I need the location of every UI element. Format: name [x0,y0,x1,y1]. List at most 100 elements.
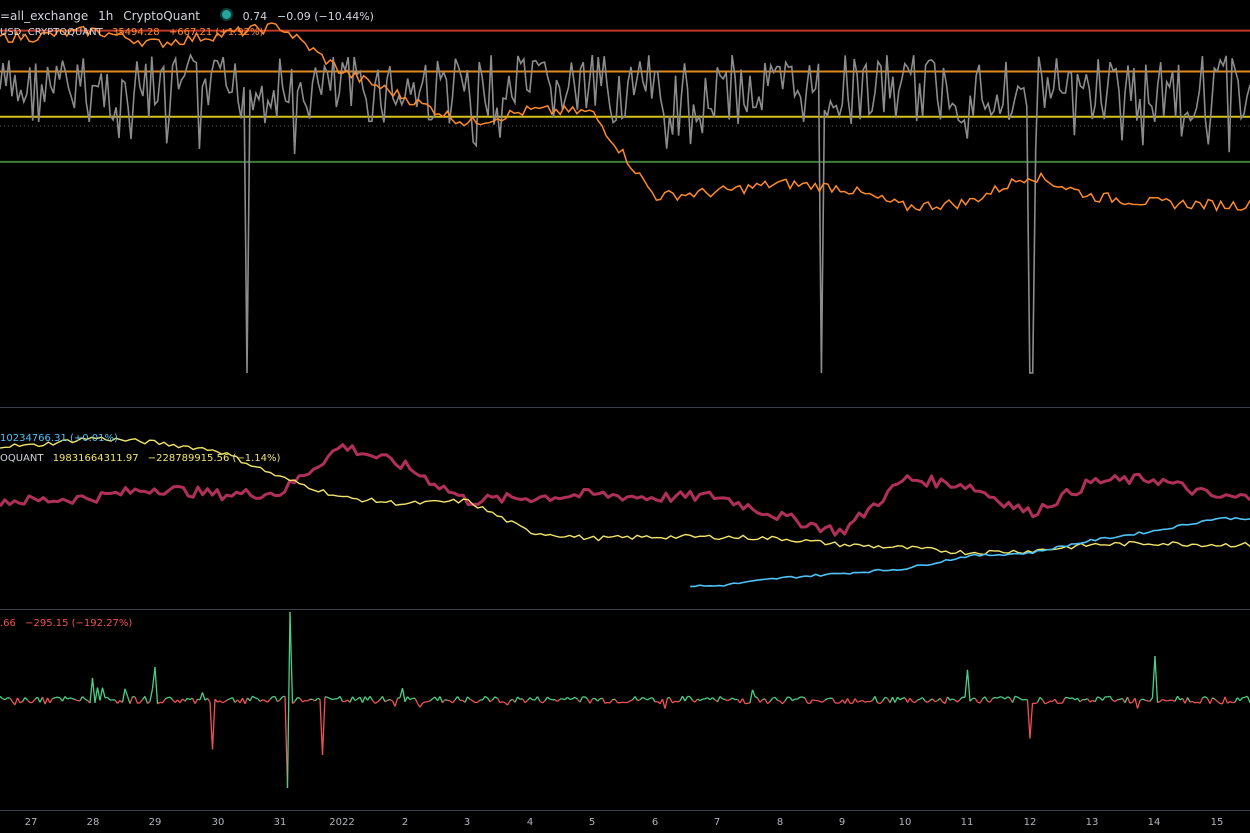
oscillator-segment [404,696,409,702]
pane-separator[interactable] [0,609,1250,610]
oscillator-segment [434,696,439,702]
oscillator-segment [244,697,249,704]
oscillator-segment [954,699,958,703]
oscillator-segment [669,697,674,704]
oscillator-segment [921,697,926,702]
oscillator-segment [469,698,473,702]
yellow-series-line [0,436,1250,556]
oscillator-segment [789,697,794,702]
oscillator-segment [1204,696,1208,699]
oscillator-segment [509,698,513,702]
oscillator-segment [1151,655,1156,698]
oscillator-segment [332,698,336,701]
oscillator-segment [1007,696,1011,699]
oscillator-segment [881,696,886,702]
oscillator-segment [64,696,68,700]
oscillator-segment [36,696,41,703]
oscillator-segment [1084,698,1088,701]
oscillator-segment [384,699,388,703]
time-axis-border [0,810,1250,811]
oscillator-segment [389,699,393,702]
oscillator-segment [139,699,143,704]
oscillator-segment [39,696,44,703]
oscillator-segment [19,700,23,704]
oscillator-segment [1011,696,1016,703]
oscillator-segment [149,688,154,702]
oscillator-segment [607,701,611,704]
cyan-series-line [690,516,1250,588]
pane3-value: .66 [0,618,16,629]
oscillator-segment [987,700,991,703]
price-value: 35494.28 [111,27,160,38]
symbol-title[interactable]: =all_exchange [0,9,89,23]
oscillator-segment [864,700,868,703]
oscillator-segment [579,696,584,703]
cyan-legend[interactable]: 10234766.31 (+0.01%) [0,433,124,444]
oscillator-segment [219,700,223,704]
oscillator-segment [191,697,196,704]
oscillator-segment [486,697,491,703]
price-legend[interactable]: USD, CRYPTOQUANT 35494.28 +667.21 (+1.92… [0,27,269,38]
oscillator-segment [934,700,938,703]
oscillator-segment [914,699,918,703]
oscillator-segment [1034,701,1038,705]
oscillator-segment [884,696,888,699]
main-legend[interactable]: =all_exchange 1h CryptoQuant 0.74 −0.09 … [0,8,380,23]
oscillator-segment [634,696,639,701]
price-series-name: USD, CRYPTOQUANT [0,27,103,38]
cyan-legend-text: 10234766.31 (+0.01%) [0,433,118,444]
oscillator-segment [1136,700,1141,709]
oscillator-segment [964,669,969,698]
interval-label[interactable]: 1h [98,9,114,23]
oscillator-segment [594,698,598,702]
pane3-legend[interactable]: .66 −295.15 (−192.27%) [0,618,138,629]
oscillator-segment [101,687,106,698]
time-tick-label: 12 [1023,817,1037,828]
oscillator-segment [1142,698,1146,701]
oscillator-segment [502,701,506,704]
pane-separator[interactable] [0,407,1250,408]
legend-change: −0.09 (−10.44%) [277,10,374,23]
oscillator-segment [277,699,281,703]
price-line [0,22,1250,213]
oscillator-segment [514,696,519,703]
oscillator-segment [209,702,214,750]
oscillator-segment [677,700,681,703]
oscillator-segment [351,696,356,701]
oscillator-segment [157,701,161,705]
oscillator-segment [257,698,261,702]
oscillator-segment [1114,699,1118,703]
oscillator-segment [197,698,201,701]
oscillator-segment [672,700,676,704]
oscillator-segment [184,697,188,702]
oscillator-segment [1202,696,1206,699]
oscillator-segment [777,699,781,702]
oscillator-segment [366,695,371,701]
oscillator-segment [484,695,488,699]
oscillator-segment [759,699,763,703]
time-tick-label: 8 [776,817,784,828]
oscillator-segment [442,699,446,704]
oscillator-segment [837,701,841,704]
oscillator-segment [1019,698,1023,701]
oscillator-segment [749,689,754,704]
oscillator-segment [317,697,321,700]
time-tick-label: 9 [838,817,846,828]
oscillator-segment [1239,697,1243,702]
time-tick-label: 7 [713,817,721,828]
oscillator-segment [601,697,606,704]
time-tick-label: 14 [1147,817,1161,828]
oscillator-segment [869,699,873,703]
oscillator-segment [391,700,396,707]
oscillator-segment [259,699,263,702]
oscillator-segment [584,696,588,700]
oscillator-segment [1089,699,1093,703]
oscillator-segment [206,697,211,703]
oscillator-segment [932,698,936,703]
oscillator-segment [722,698,726,701]
oscillator-segment [1192,701,1196,704]
pane2-legend[interactable]: OQUANT 19831664311.97 −228789915.56 (−1.… [0,453,286,464]
oscillator-segment [499,701,503,704]
oscillator-segment [619,701,623,704]
oscillator-segment [549,698,553,701]
